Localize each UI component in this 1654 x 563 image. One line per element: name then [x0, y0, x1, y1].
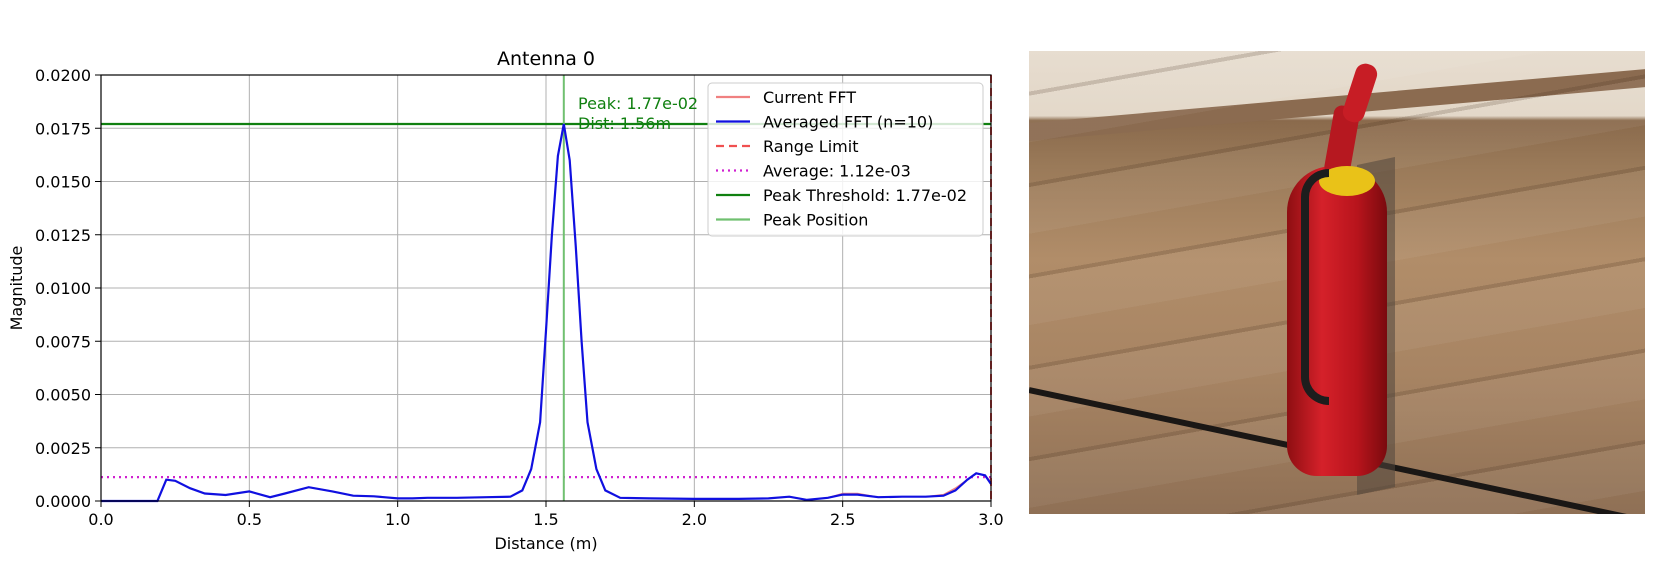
- peak-annotation: Peak: 1.77e-02: [578, 94, 698, 113]
- y-tick-label: 0.0200: [35, 66, 91, 85]
- legend: Current FFT Averaged FFT (n=10) Range Limi…: [707, 82, 984, 237]
- x-tick-label: 1.5: [533, 510, 558, 529]
- distance-annotation: Dist: 1.56m: [578, 114, 671, 133]
- photo-extinguisher-hose: [1301, 169, 1329, 405]
- x-tick-label: 0.5: [237, 510, 262, 529]
- y-tick-label: 0.0000: [35, 492, 91, 511]
- legend-label-0: Current FFT: [763, 88, 856, 107]
- legend-label-1: Averaged FFT (n=10): [763, 113, 933, 132]
- series-lines: [101, 123, 992, 503]
- x-tick-label: 1.0: [385, 510, 410, 529]
- fft-chart: 0.0 0.5 1.0 1.5 2.0 2.5 3.0 0.0000 0.0025 0.0050…: [7, 48, 1004, 553]
- chart-title: Antenna 0: [497, 48, 595, 70]
- legend-label-4: Peak Threshold: 1.77e-02: [763, 186, 967, 205]
- y-tick-label: 0.0175: [35, 119, 91, 138]
- legend-label-5: Peak Position: [763, 211, 868, 230]
- x-tick-label: 3.0: [978, 510, 1003, 529]
- legend-box: [707, 82, 984, 237]
- y-axis-label: Magnitude: [7, 246, 26, 331]
- y-tick-label: 0.0025: [35, 439, 91, 458]
- y-ticks: 0.0000 0.0025 0.0050 0.0075 0.0100 0.0125 0.01…: [35, 66, 101, 511]
- fire-extinguisher-photo: [1029, 51, 1645, 514]
- y-tick-label: 0.0150: [35, 173, 91, 192]
- y-tick-label: 0.0075: [35, 332, 91, 351]
- x-tick-label: 2.5: [830, 510, 855, 529]
- series-line-1: [101, 123, 992, 503]
- x-tick-label: 0.0: [88, 510, 113, 529]
- y-tick-label: 0.0100: [35, 279, 91, 298]
- legend-label-2: Range Limit: [763, 137, 858, 156]
- x-tick-label: 2.0: [682, 510, 707, 529]
- y-tick-label: 0.0125: [35, 226, 91, 245]
- legend-label-3: Average: 1.12e-03: [763, 162, 911, 181]
- x-ticks: 0.0 0.5 1.0 1.5 2.0 2.5 3.0: [88, 501, 1004, 529]
- x-axis-label: Distance (m): [494, 534, 597, 553]
- y-tick-label: 0.0050: [35, 386, 91, 405]
